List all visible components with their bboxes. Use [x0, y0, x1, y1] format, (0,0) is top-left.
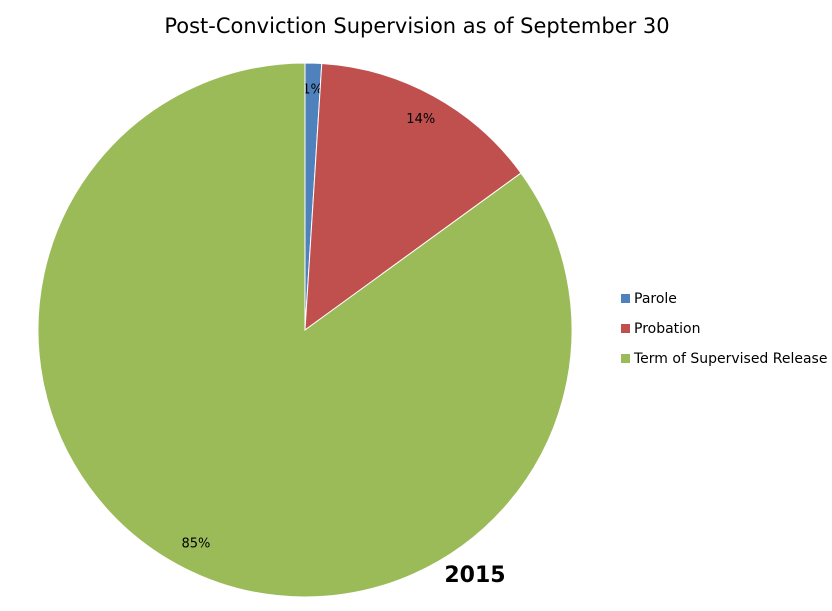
legend-swatch [621, 354, 630, 363]
annotation: 2015 [444, 563, 505, 588]
legend-swatch [621, 294, 630, 303]
data-label: 85% [181, 537, 210, 552]
legend-label: Parole [634, 291, 677, 307]
chart-title: Post-Conviction Supervision as of Septem… [164, 14, 669, 38]
data-label: 14% [406, 112, 435, 127]
data-label: 1% [302, 82, 323, 97]
pie-slice [37, 62, 573, 598]
pie-slice [304, 62, 522, 332]
legend-swatch [621, 324, 630, 333]
legend-label: Probation [634, 321, 701, 337]
legend-label: Term of Supervised Release [633, 351, 827, 367]
